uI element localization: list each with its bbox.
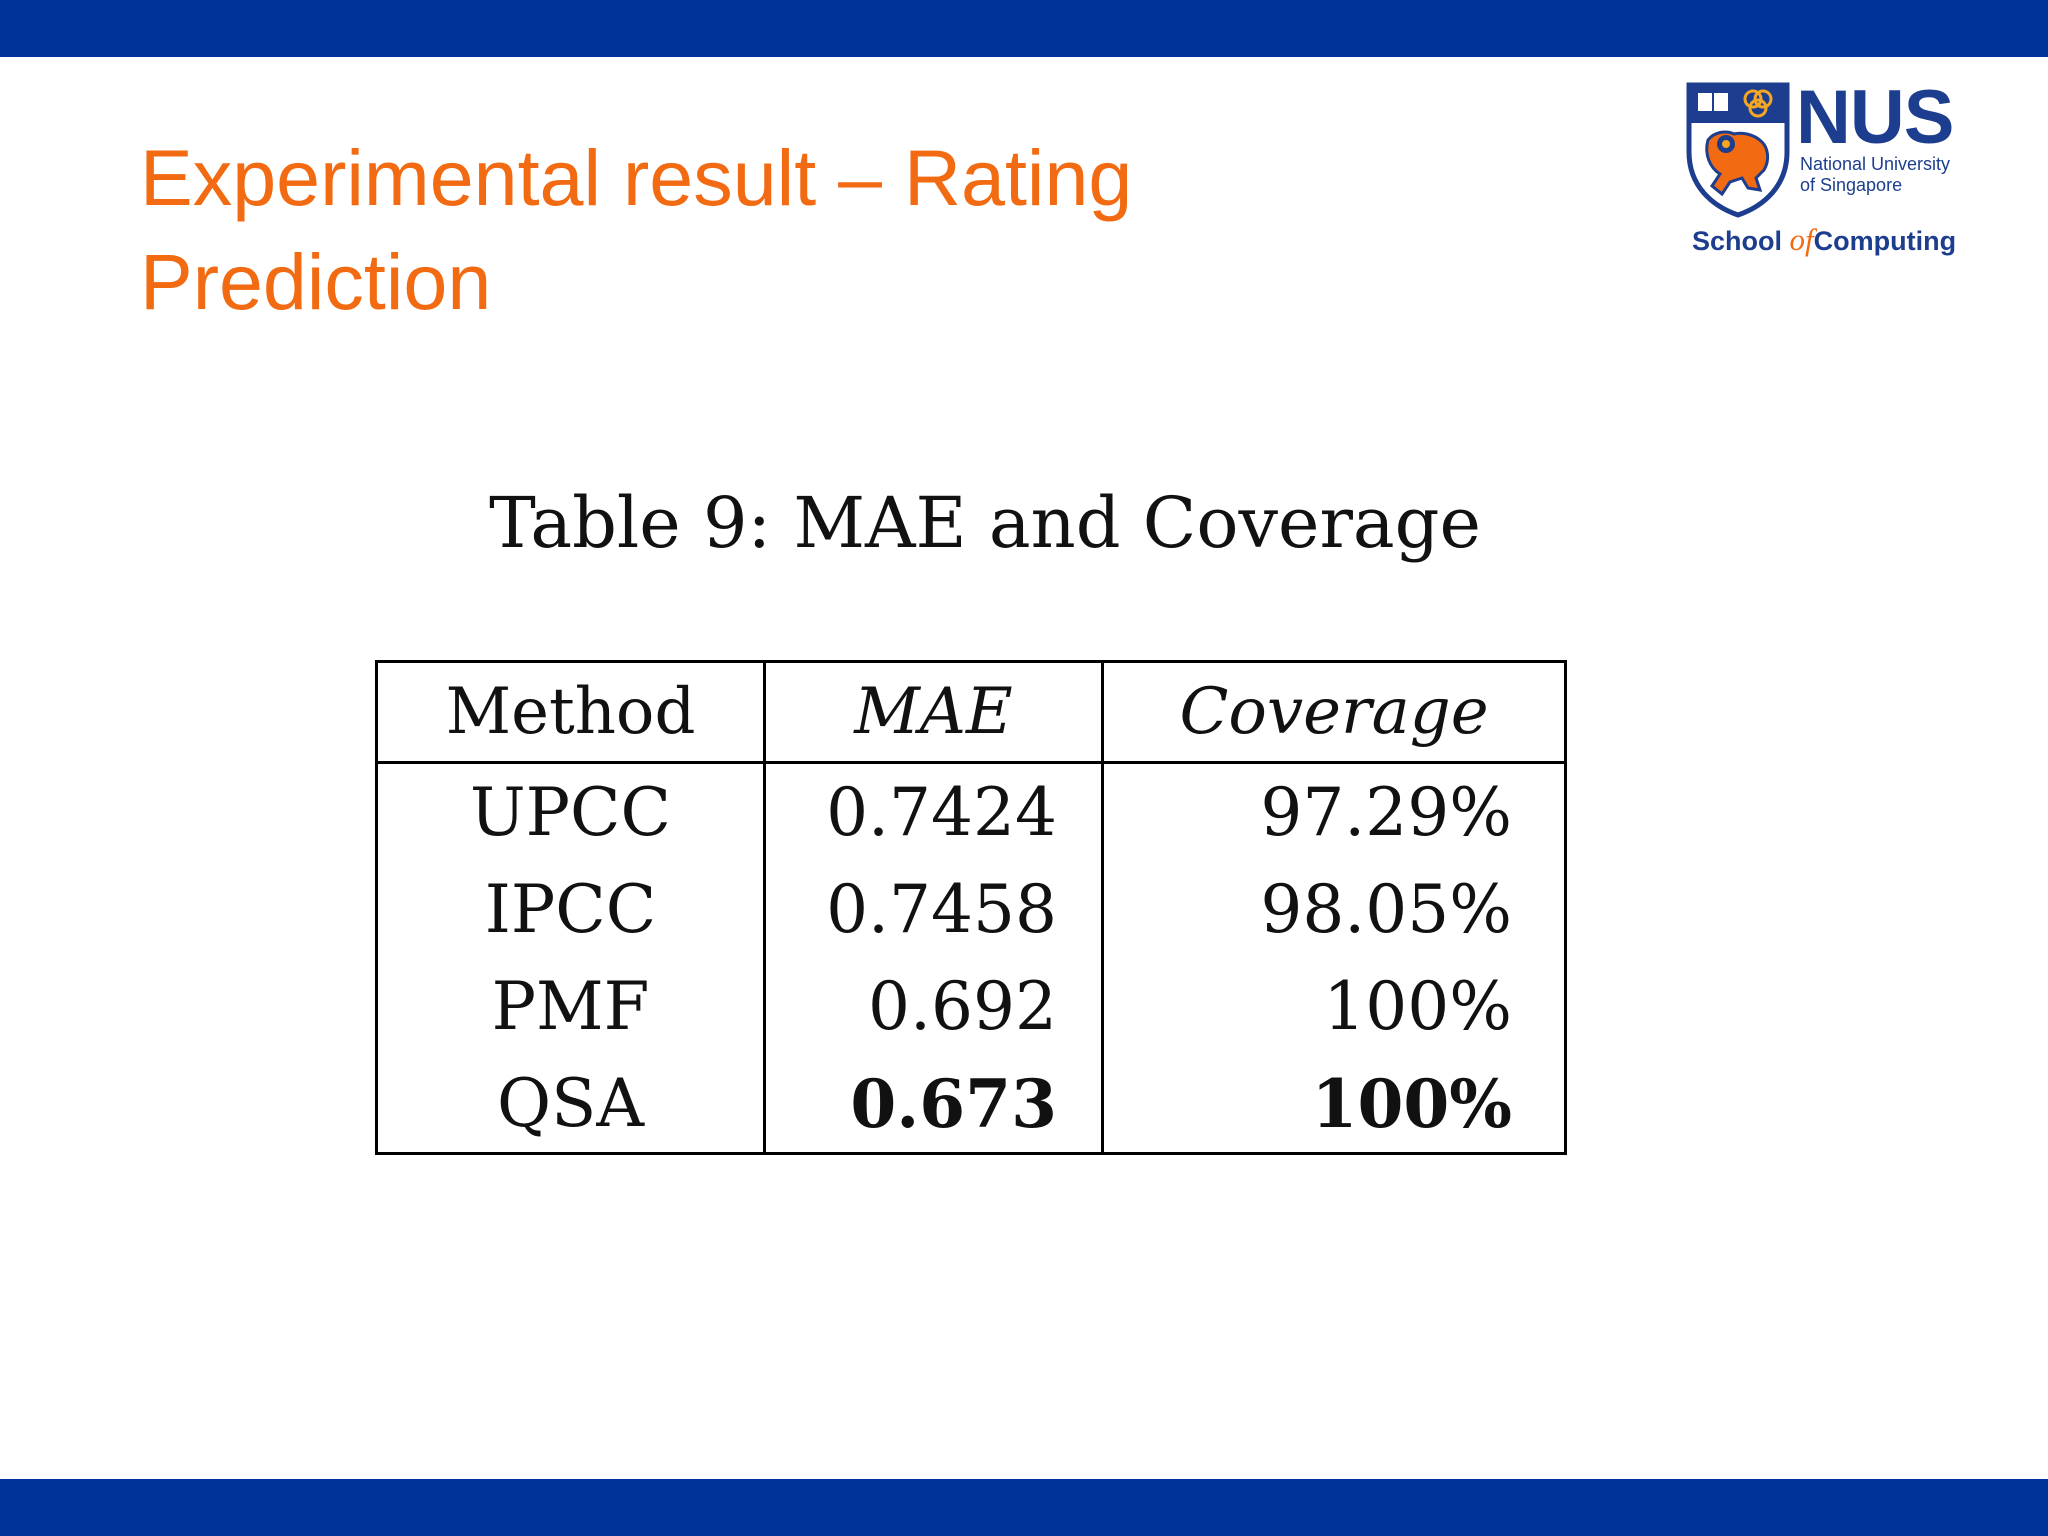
method-cell: PMF — [375, 958, 766, 1055]
bottom-footer-band — [0, 1479, 2048, 1536]
table-row: QSA 0.673 100% — [375, 1055, 1567, 1154]
coverage-cell: 98.05% — [1101, 861, 1567, 958]
top-header-band — [0, 0, 2048, 57]
column-header-coverage: Coverage — [1101, 661, 1567, 764]
results-table: Method MAE Coverage UPCC 0.7424 97.29% IPCC… — [375, 660, 1567, 1155]
nus-logo: NUS National University of Singapore Sch… — [1686, 78, 1976, 262]
column-header-method: Method — [375, 661, 766, 764]
logo-school-prefix: School — [1692, 226, 1790, 256]
table-caption: Table 9: MAE and Coverage — [489, 482, 1481, 564]
logo-university-line: of Singapore — [1800, 175, 1903, 195]
logo-university-name: National University of Singapore — [1800, 154, 1950, 196]
logo-school-name: School ofComputing — [1692, 224, 1956, 257]
coverage-cell: 97.29% — [1101, 762, 1567, 861]
logo-school-suffix: Computing — [1813, 226, 1957, 256]
table-row: IPCC 0.7458 98.05% — [375, 861, 1567, 958]
coverage-cell: 100% — [1101, 958, 1567, 1055]
table-row: PMF 0.692 100% — [375, 958, 1567, 1055]
method-cell: QSA — [375, 1055, 766, 1154]
slide-title: Experimental result – Rating Prediction — [140, 133, 1133, 326]
mae-cell: 0.673 — [763, 1055, 1104, 1154]
mae-cell: 0.7458 — [763, 861, 1104, 958]
column-header-mae: MAE — [763, 661, 1104, 764]
table-body: UPCC 0.7424 97.29% IPCC 0.7458 98.05% PMF 0.692… — [375, 762, 1567, 1154]
mae-cell: 0.7424 — [763, 762, 1104, 861]
logo-school-of: of — [1789, 222, 1814, 257]
method-cell: UPCC — [375, 762, 766, 861]
coverage-cell: 100% — [1101, 1055, 1567, 1154]
method-cell: IPCC — [375, 861, 766, 958]
mae-cell: 0.692 — [763, 958, 1104, 1055]
crest-icon — [1686, 82, 1790, 218]
logo-university-line: National University — [1800, 154, 1951, 174]
table-header-row: Method MAE Coverage — [375, 661, 1567, 764]
logo-wordmark: NUS — [1796, 75, 1954, 160]
table-row: UPCC 0.7424 97.29% — [375, 762, 1567, 861]
